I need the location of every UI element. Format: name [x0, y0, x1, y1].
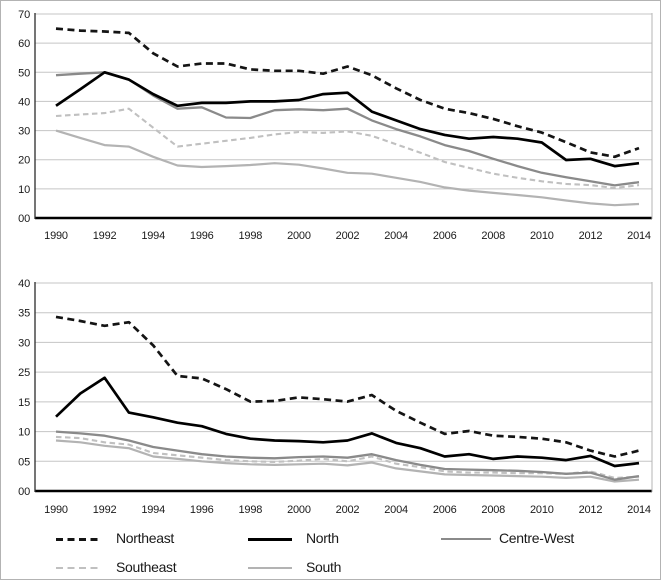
series-line-southeast	[55, 435, 640, 479]
legend-label-northeast: Northeast	[116, 530, 174, 546]
x-tick-label: 2004	[384, 230, 408, 242]
y-tick-label: 10	[18, 184, 30, 196]
y-tick-label: 30	[18, 126, 30, 138]
series-line-southeast	[55, 107, 640, 190]
legend-label-centre-west: Centre-West	[499, 530, 575, 546]
x-tick-label: 2010	[530, 504, 554, 516]
x-tick-label: 1998	[238, 504, 262, 516]
x-tick-label: 1994	[141, 504, 165, 516]
northeast-line-swatch	[56, 537, 100, 541]
x-tick-label: 2002	[336, 504, 360, 516]
y-tick-label: 70	[18, 9, 30, 21]
x-tick-label: 2008	[481, 230, 505, 242]
series-line-centre-west	[55, 71, 640, 187]
y-tick-label: 40	[18, 96, 30, 108]
x-tick-label: 2008	[481, 504, 505, 516]
series-line-south	[55, 439, 640, 483]
y-tick-label: 00	[18, 213, 30, 225]
x-tick-label: 1992	[93, 230, 117, 242]
north-line-swatch	[248, 537, 292, 541]
x-tick-label: 2000	[287, 504, 311, 516]
series-line-northeast	[55, 315, 640, 458]
x-tick-label: 1996	[190, 230, 214, 242]
southeast-line-swatch	[56, 566, 100, 570]
legend-label-south: South	[306, 559, 342, 575]
series-line-northeast	[55, 27, 640, 159]
x-tick-label: 1990	[44, 230, 68, 242]
x-tick-label: 1998	[238, 230, 262, 242]
series-line-north	[55, 376, 640, 468]
y-tick-label: 15	[18, 397, 30, 409]
centre-west-line-swatch	[441, 537, 491, 541]
y-tick-label: 05	[18, 456, 30, 468]
x-tick-label: 1996	[190, 504, 214, 516]
series-line-north	[55, 70, 640, 168]
x-tick-label: 2000	[287, 230, 311, 242]
y-tick-label: 40	[18, 278, 30, 290]
y-tick-label: 00	[18, 486, 30, 498]
x-tick-label: 2014	[627, 504, 651, 516]
x-tick-label: 1990	[44, 504, 68, 516]
x-tick-label: 2012	[579, 230, 603, 242]
x-tick-label: 2002	[336, 230, 360, 242]
legend-label-north: North	[306, 530, 339, 546]
x-tick-label: 2014	[627, 230, 651, 242]
x-tick-label: 1992	[93, 504, 117, 516]
y-tick-label: 50	[18, 67, 30, 79]
legend-label-southeast: Southeast	[116, 559, 177, 575]
x-tick-label: 2012	[579, 504, 603, 516]
south-line-swatch	[248, 566, 292, 570]
y-tick-label: 30	[18, 337, 30, 349]
y-tick-label: 25	[18, 367, 30, 379]
series-line-south	[55, 129, 640, 207]
y-tick-label: 10	[18, 427, 30, 439]
x-tick-label: 1994	[141, 230, 165, 242]
y-tick-label: 20	[18, 155, 30, 167]
y-tick-label: 60	[18, 38, 30, 50]
x-tick-label: 2006	[433, 230, 457, 242]
x-tick-label: 2004	[384, 504, 408, 516]
y-tick-label: 35	[18, 308, 30, 320]
x-tick-label: 2006	[433, 504, 457, 516]
series-line-centre-west	[55, 430, 640, 481]
x-tick-label: 2010	[530, 230, 554, 242]
